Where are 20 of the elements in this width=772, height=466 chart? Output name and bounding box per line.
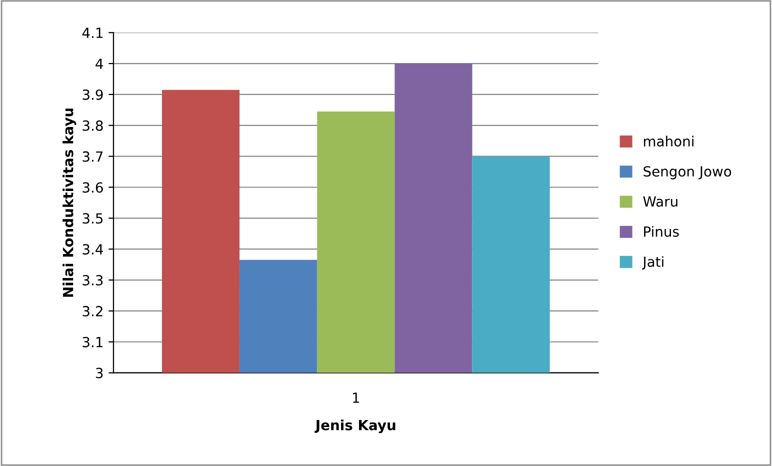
y-tick-label: 3.3 (82, 274, 103, 286)
legend-label: Sengon Jowo (644, 166, 732, 180)
y-tick-label: 3.9 (82, 89, 103, 100)
y-tick-label: 3.6 (82, 182, 103, 193)
y-axis-title: Nilai Konduktivitas kayu (62, 108, 76, 297)
y-tick-label: 4 (96, 58, 103, 69)
x-axis-title: Jenis Kayu (314, 420, 396, 434)
y-tick-label: 3.5 (82, 213, 103, 224)
y-tick-label: 3.8 (82, 120, 103, 131)
legend-label: Pinus (644, 226, 679, 237)
x-tick-label: 1 (353, 392, 360, 403)
legend-label: mahoni (644, 136, 694, 147)
y-tick-label: 3.4 (82, 244, 103, 255)
y-tick-label: 4.1 (82, 28, 102, 38)
legend-label: Waru (643, 196, 678, 207)
y-tick-label: 3.1 (82, 336, 102, 348)
y-tick-label: 3 (96, 368, 103, 378)
y-tick-label: 3.7 (82, 151, 103, 162)
legend-label: Jati (642, 256, 664, 270)
y-tick-label: 3.2 (82, 306, 102, 316)
